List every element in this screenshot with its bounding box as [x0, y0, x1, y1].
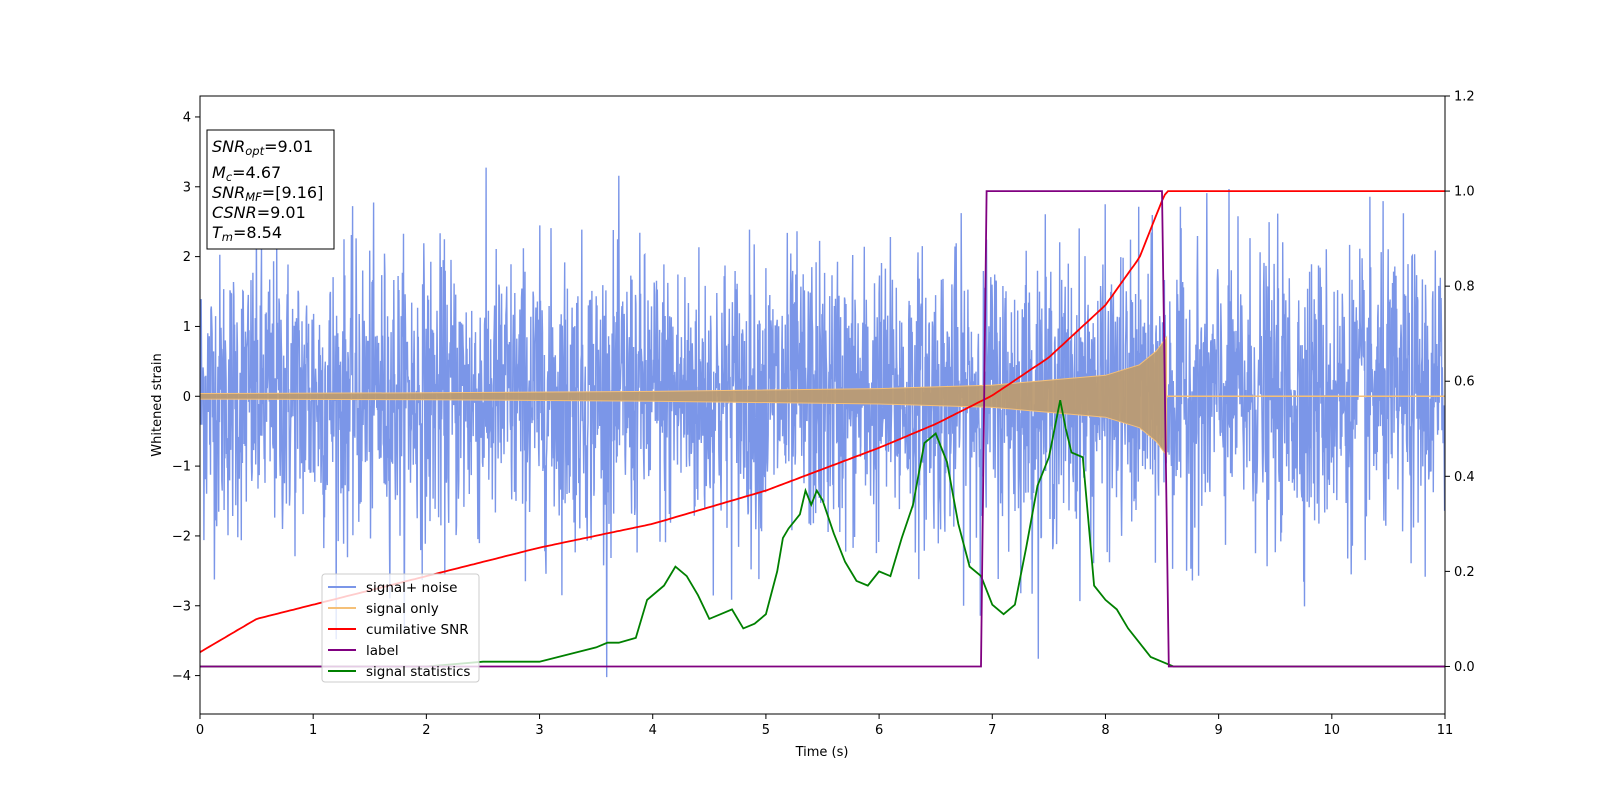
x-tick-label: 9 — [1214, 723, 1222, 738]
x-tick-label: 4 — [649, 723, 657, 738]
y2-tick-label: 0.4 — [1454, 470, 1475, 485]
x-tick-label: 8 — [1101, 723, 1109, 738]
y-axis-left: −4 −3 −2 −1 0 1 2 3 4 — [172, 110, 200, 684]
info-box: SNRopt=9.01 Mc=4.67SNRMF=[9.16]CSNR=9.01T… — [206, 129, 335, 250]
legend-label: signal+ noise — [366, 580, 457, 596]
series-signal-statistics — [200, 400, 1445, 668]
y-tick-label: 2 — [183, 250, 191, 265]
y2-tick-label: 0.0 — [1454, 660, 1475, 675]
series-signal-noise — [200, 167, 1445, 678]
legend-label: label — [366, 643, 399, 659]
x-tick-label: 1 — [309, 723, 317, 738]
y-axis-right: 0.0 0.2 0.4 0.6 0.8 1.0 1.2 — [1445, 90, 1475, 675]
x-axis-label: Time (s) — [795, 745, 849, 760]
series-label — [200, 190, 1445, 668]
y-tick-label: 3 — [183, 180, 191, 195]
plot-frame — [199, 95, 1446, 715]
legend: signal+ noise signal only cumilative SNR la… — [321, 573, 480, 683]
info-line: Tm=8.54 — [212, 223, 282, 244]
y-tick-label: 1 — [183, 320, 191, 335]
x-axis: 0 1 2 3 4 5 6 7 8 9 10 11 — [196, 714, 1453, 738]
x-tick-label: 0 — [196, 723, 204, 738]
legend-label: signal statistics — [366, 664, 470, 680]
y2-tick-label: 0.6 — [1454, 375, 1475, 390]
info-line: SNRMF=[9.16] — [212, 183, 323, 204]
y-tick-label: 4 — [183, 110, 191, 125]
info-line: CSNR=9.01 — [212, 203, 306, 222]
x-tick-label: 6 — [875, 723, 883, 738]
x-tick-label: 7 — [988, 723, 996, 738]
x-tick-label: 3 — [535, 723, 543, 738]
legend-label: cumilative SNR — [366, 622, 469, 638]
x-tick-label: 10 — [1324, 723, 1341, 738]
info-line: Mc=4.67 — [212, 163, 281, 184]
x-tick-label: 11 — [1437, 723, 1454, 738]
y-tick-label: −3 — [172, 599, 191, 614]
info-line: SNRopt=9.01 — [212, 137, 313, 158]
y2-tick-label: 1.0 — [1454, 185, 1475, 200]
y-tick-label: −2 — [172, 529, 191, 544]
y-tick-label: −1 — [172, 460, 191, 475]
x-tick-label: 2 — [422, 723, 430, 738]
y-axis-label: Whitened strain — [150, 353, 165, 456]
y-tick-label: −4 — [172, 669, 191, 684]
legend-label: signal only — [366, 601, 439, 617]
y2-tick-label: 1.2 — [1454, 90, 1475, 105]
y2-tick-label: 0.8 — [1454, 280, 1475, 295]
y2-tick-label: 0.2 — [1454, 565, 1475, 580]
y-tick-label: 0 — [183, 390, 191, 405]
x-tick-label: 5 — [762, 723, 770, 738]
